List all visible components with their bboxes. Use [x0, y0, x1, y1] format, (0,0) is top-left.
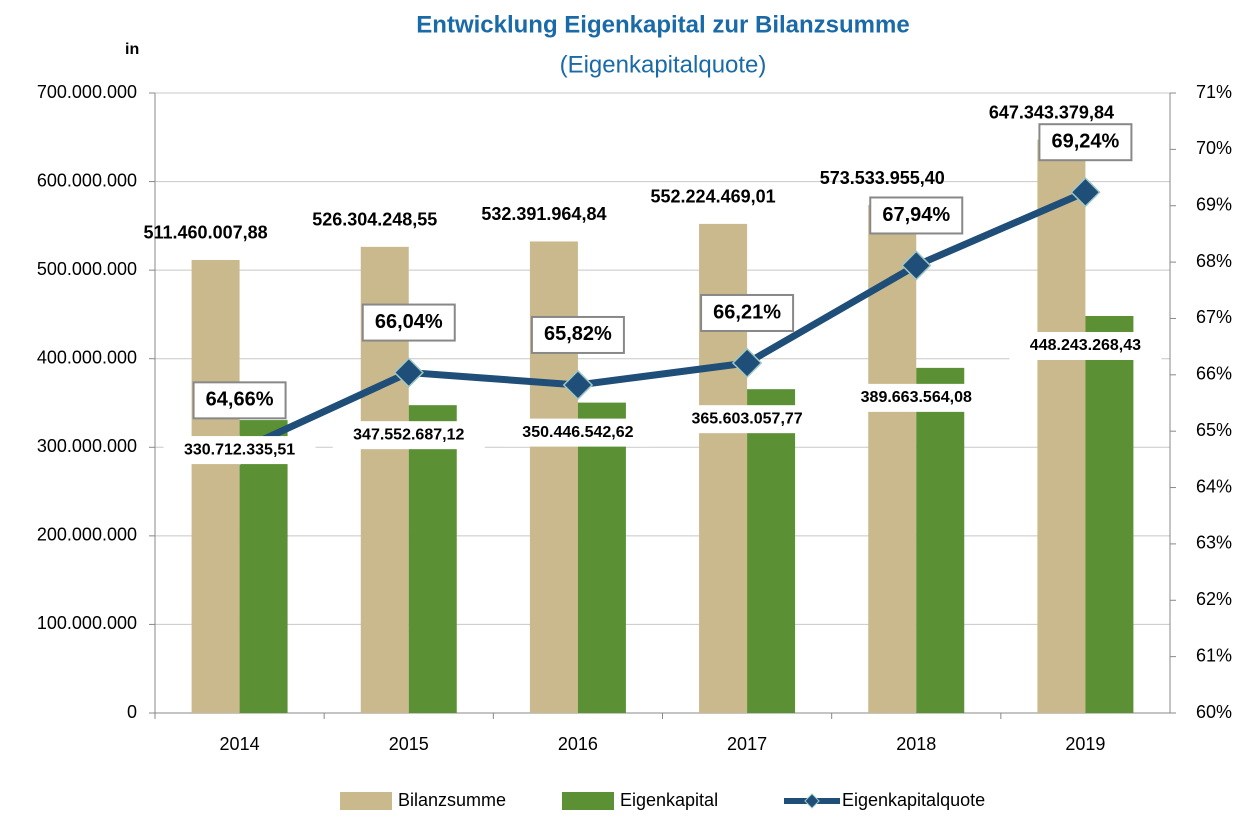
x-tick-label: 2017 [727, 734, 767, 754]
line-marker [1070, 176, 1101, 208]
data-label: 67,94% [882, 204, 950, 226]
y-tick-label: 600.000.000 [37, 170, 137, 190]
data-label: 64,66% [206, 389, 274, 411]
data-label: 350.446.542,62 [522, 424, 633, 441]
data-label: 365.603.057,77 [691, 410, 802, 427]
data-label: 66,21% [713, 301, 781, 323]
label-box [869, 196, 964, 235]
line-marker [731, 347, 763, 379]
bar [747, 389, 796, 713]
y-tick-label: 100.000.000 [37, 613, 137, 633]
bar [916, 367, 965, 713]
line-marker [393, 357, 424, 388]
y2-tick-label: 64% [1196, 476, 1232, 496]
data-label: 66,04% [375, 311, 443, 333]
bar [1037, 139, 1086, 713]
label-box [192, 381, 287, 420]
data-label: 511.460.007,88 [144, 223, 268, 243]
y2-tick-label: 62% [1196, 589, 1232, 609]
label-box [840, 383, 993, 412]
y-tick-label: 400.000.000 [37, 347, 137, 367]
x-tick-label: 2014 [220, 734, 260, 754]
y-tick-label: 0 [127, 702, 137, 722]
line-marker [901, 250, 932, 281]
bar [239, 420, 288, 713]
y-tick-label: 500.000.000 [37, 259, 137, 279]
chart-title: Entwicklung Eigenkapital zur Bilanzsumme [416, 11, 909, 38]
x-tick-label: 2015 [389, 734, 429, 754]
line-marker [562, 369, 594, 401]
bar [191, 259, 240, 713]
label-box [700, 293, 795, 332]
label-box [163, 436, 316, 465]
bar [577, 402, 626, 713]
y2-tick-label: 67% [1196, 307, 1232, 327]
y-tick-label: 200.000.000 [37, 525, 137, 545]
y2-tick-label: 63% [1196, 533, 1232, 553]
data-label: 65,82% [544, 323, 612, 345]
data-label: 573.533.955,40 [820, 168, 945, 188]
legend-label: Eigenkapitalquote [842, 790, 985, 810]
y2-tick-label: 65% [1196, 420, 1232, 440]
y2-tick-label: 71% [1196, 82, 1232, 102]
data-label: 552.224.469,01 [651, 187, 776, 207]
y-tick-label: 300.000.000 [37, 436, 137, 456]
label-box [332, 421, 485, 450]
chart-subtitle: (Eigenkapitalquote) [560, 51, 767, 78]
x-tick-label: 2016 [558, 734, 598, 754]
label-box [1038, 123, 1133, 162]
label-box [501, 418, 654, 447]
data-label: 389.663.564,08 [861, 389, 972, 406]
data-label: 532.391.964,84 [481, 204, 606, 224]
legend-label: Bilanzsumme [398, 790, 506, 810]
y-tick-label: 700.000.000 [37, 82, 137, 102]
legend-swatch [804, 793, 820, 809]
data-label: 69,24% [1051, 130, 1119, 152]
bar [1085, 315, 1134, 713]
y2-tick-label: 60% [1196, 702, 1232, 722]
label-box [530, 315, 625, 354]
axis-label: in [125, 41, 139, 58]
data-label: 330.712.335,51 [184, 441, 295, 458]
data-label: 347.552.687,12 [353, 426, 464, 443]
line [238, 188, 1087, 454]
y2-tick-label: 66% [1196, 364, 1232, 384]
bar [408, 405, 457, 713]
y2-tick-label: 61% [1196, 645, 1232, 665]
x-tick-label: 2019 [1065, 734, 1105, 754]
y2-tick-label: 68% [1196, 251, 1232, 271]
legend-swatch [340, 792, 392, 810]
data-label: 526.304.248,55 [312, 210, 437, 230]
legend-swatch [562, 792, 614, 810]
data-label: 448.243.268,43 [1030, 337, 1141, 354]
legend-label: Eigenkapital [620, 790, 718, 810]
label-box [1009, 331, 1162, 360]
data-label: 647.343.379,84 [989, 102, 1114, 122]
y2-tick-label: 69% [1196, 194, 1232, 214]
label-box [671, 405, 824, 434]
x-tick-label: 2018 [896, 734, 936, 754]
label-box [361, 303, 456, 342]
y2-tick-label: 70% [1196, 138, 1232, 158]
bar [529, 241, 578, 714]
